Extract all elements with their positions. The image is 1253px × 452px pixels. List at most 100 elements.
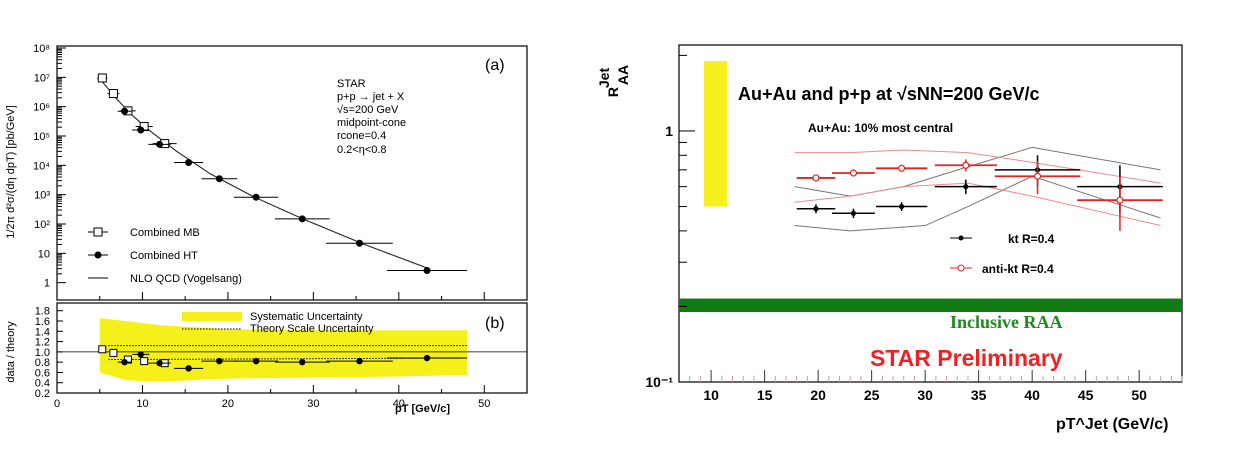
panel-b-legend: Systematic Uncertainty Theory Scale Unce… [182, 311, 374, 335]
raa-xlabel: pT^Jet (GeV/c) [1056, 416, 1168, 433]
y-tick-label: 1.2 [35, 337, 50, 349]
x-tick-label: 45 [1078, 387, 1094, 403]
legend-label: Combined HT [130, 250, 198, 262]
antikt-systematic-upper [794, 149, 1161, 184]
legend-kt-marker [958, 235, 964, 241]
ratio-ht-point [423, 354, 431, 362]
raa-ylabel-sub: AA [615, 65, 631, 85]
x-tick-label: 10 [136, 398, 148, 410]
raa-ylabel-text: R [605, 87, 621, 97]
antikt-point [1116, 196, 1124, 204]
y-tick-label: 1.6 [35, 316, 50, 328]
panel-a-ylabel: 1/2π d²σ/(dη dpT) [pb/GeV] [5, 105, 17, 239]
raa-subtitle: Au+Au: 10% most central [808, 121, 953, 135]
legend-mb-marker [93, 227, 103, 237]
annotation-line: rcone=0.4 [337, 130, 386, 142]
y-tick-label: 10³ [34, 190, 50, 202]
antikt-point [849, 169, 858, 177]
y-tick-label: 10⁷ [34, 72, 50, 84]
kt-point [899, 203, 905, 210]
x-tick-label: 0 [54, 398, 60, 410]
ht-point [156, 140, 164, 148]
x-tick-label: 25 [864, 387, 880, 403]
y-tick-label: 10⁵ [33, 131, 50, 143]
y-tick-label: 0.8 [35, 357, 50, 369]
x-tick-label: 10 [703, 387, 719, 403]
y-tick-label: 10² [34, 219, 50, 231]
y-tick-label: 1.4 [35, 326, 50, 338]
antikt-point [898, 164, 906, 172]
legend-label: Systematic Uncertainty [250, 311, 363, 323]
x-tick-label: 40 [1024, 387, 1040, 403]
x-tick-label: 30 [307, 398, 319, 410]
panel-b-ylabel: data / theory [5, 321, 17, 383]
ratio-ht-point [252, 357, 260, 365]
ratio-mb-point [109, 348, 118, 357]
panel-b-plot: 0.20.40.60.81.01.21.41.61.8 0 10 20 30 40 50 [35, 306, 528, 410]
ht-point [423, 266, 431, 274]
ht-point [215, 175, 223, 183]
star-annotation: STAR p+p → jet + X √s=200 GeV midpoint-c… [337, 78, 406, 156]
x-tick-label: 20 [222, 398, 234, 410]
panel-a-plot: 1 10 10² 10³ 10⁴ 10⁵ 10⁶ 10⁷ 10⁸ [33, 43, 528, 300]
ratio-ht-point [137, 351, 144, 358]
systematic-band [99, 318, 468, 382]
ratio-ht-point [216, 357, 223, 365]
ht-point [185, 158, 193, 166]
x-tick-label: 50 [478, 398, 490, 410]
legend-label: kt R=0.4 [1008, 232, 1055, 246]
x-tick-label: 35 [971, 387, 987, 403]
y-tick-label: 1 [44, 278, 50, 290]
antikt-point [962, 161, 970, 169]
annotation-line: midpoint-cone [337, 117, 406, 129]
y-tick-label: 1.0 [35, 347, 50, 359]
x-tick-label: 15 [757, 387, 773, 403]
ratio-ht-point [356, 357, 363, 365]
normalization-uncertainty-box [704, 60, 727, 207]
ratio-ht-point [156, 359, 163, 367]
legend-label: Combined MB [130, 227, 200, 239]
ratio-ht-point [185, 365, 192, 372]
panel-b-xlabel: pT [GeV/c] [395, 403, 450, 415]
ht-point [121, 107, 129, 115]
annotation-line: 0.2<η<0.8 [337, 144, 387, 156]
y-tick-label: 0.6 [35, 367, 50, 379]
ht-point [356, 239, 364, 247]
raa-ylabel-super: Jet [596, 68, 612, 89]
ht-point [298, 215, 306, 223]
legend-label: NLO QCD (Vogelsang) [130, 273, 242, 285]
y-tick-label: 10⁻¹ [645, 374, 673, 390]
ht-point [137, 126, 145, 134]
kt-point [850, 210, 857, 216]
ratio-ht-point [299, 358, 306, 366]
mb-point [108, 89, 118, 99]
kt-systematic-upper [794, 146, 1161, 197]
x-tick-label: 40 [393, 398, 405, 410]
ratio-mb-point [98, 345, 107, 354]
y-tick-label: 10 [38, 248, 50, 260]
y-tick-label: 10⁴ [33, 160, 50, 172]
x-tick-label: 20 [810, 387, 826, 403]
kt-point [963, 184, 969, 190]
legend-label: anti-kt R=0.4 [982, 262, 1054, 276]
x-tick-label: 30 [917, 387, 933, 403]
annotation-line: p+p → jet + X [337, 91, 405, 103]
star-preliminary-label: STAR Preliminary [870, 345, 1063, 371]
panel-a-legend: Combined MB Combined HT NLO QCD (Vogelsa… [88, 227, 242, 285]
ratio-ht-point [121, 358, 128, 366]
panel-a-label: (a) [485, 57, 505, 74]
annotation-line: √s=200 GeV [337, 104, 399, 116]
legend-syst-swatch [182, 312, 242, 321]
raa-plot: 10 15 20 25 30 35 40 45 50 1 10⁻¹ [645, 54, 1183, 403]
legend-ht-marker [94, 251, 102, 259]
right-panel-background [678, 44, 1183, 383]
annotation-line: STAR [337, 78, 366, 90]
ratio-mb-point [140, 357, 149, 366]
y-tick-label: 1 [665, 123, 673, 139]
x-tick-label: 50 [1131, 387, 1147, 403]
kt-systematic-lower [794, 175, 1161, 232]
antikt-point [812, 174, 820, 182]
raa-legend: kt R=0.4 anti-kt R=0.4 [950, 232, 1055, 276]
raa-ylabel: R [605, 87, 621, 97]
